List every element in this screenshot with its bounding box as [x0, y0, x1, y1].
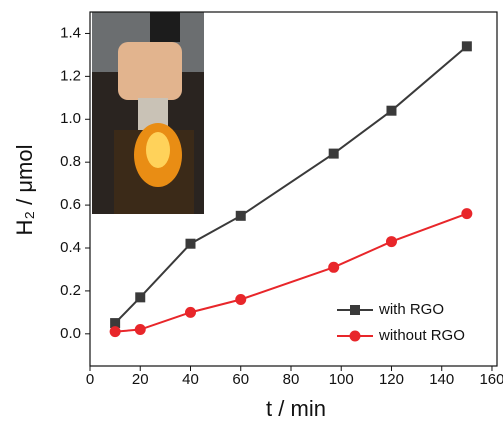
data-point: [386, 236, 397, 247]
legend-label: with RGO: [378, 301, 444, 318]
legend-marker: [350, 331, 361, 342]
data-point: [235, 294, 246, 305]
legend-label: without RGO: [378, 327, 465, 344]
data-point: [461, 208, 472, 219]
data-point: [236, 211, 246, 221]
data-point: [135, 292, 145, 302]
x-tick-label: 140: [429, 371, 454, 388]
y-tick-label: 0.0: [60, 325, 81, 342]
data-point: [462, 41, 472, 51]
y-tick-label: 1.0: [60, 110, 81, 127]
y-tick-label: 1.4: [60, 24, 81, 41]
y-axis-label: H₂ / μmol: [12, 145, 37, 236]
x-tick-label: 20: [132, 371, 149, 388]
data-point: [386, 106, 396, 116]
data-point: [185, 239, 195, 249]
y-tick-label: 0.4: [60, 239, 81, 256]
x-tick-label: 0: [86, 371, 94, 388]
x-axis-label: t / min: [266, 396, 326, 421]
y-tick-label: 0.8: [60, 153, 81, 170]
x-tick-label: 100: [329, 371, 354, 388]
x-tick-label: 40: [182, 371, 199, 388]
legend-marker: [350, 305, 360, 315]
y-tick-label: 0.6: [60, 196, 81, 213]
data-point: [135, 324, 146, 335]
data-point: [110, 326, 121, 337]
x-tick-label: 160: [479, 371, 503, 388]
x-tick-label: 60: [232, 371, 249, 388]
data-point: [329, 149, 339, 159]
y-tick-label: 0.2: [60, 282, 81, 299]
x-tick-label: 80: [283, 371, 300, 388]
y-tick-label: 1.2: [60, 67, 81, 84]
x-tick-label: 120: [379, 371, 404, 388]
inset-photo: [92, 12, 204, 214]
data-point: [185, 307, 196, 318]
data-point: [328, 262, 339, 273]
chart: H₂ / μmol t / min 0.0 0.2 0.4 0.6 0.8 1.0 1.2 1…: [0, 0, 503, 425]
